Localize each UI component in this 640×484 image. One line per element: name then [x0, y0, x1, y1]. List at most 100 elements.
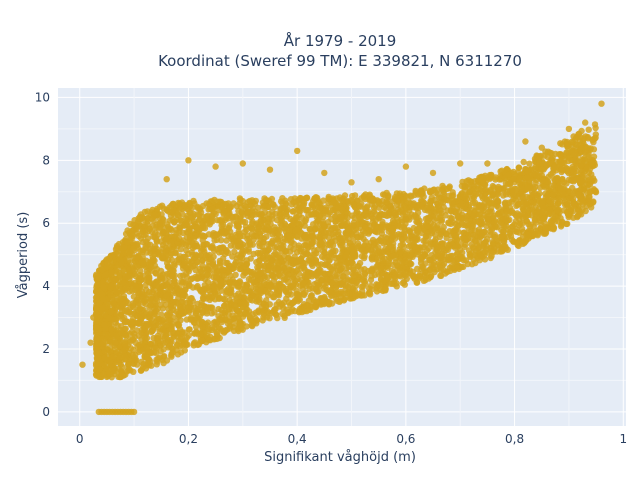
data-point: [125, 361, 131, 367]
data-point: [376, 200, 382, 206]
data-point: [238, 252, 244, 258]
data-point: [271, 308, 277, 314]
data-point: [136, 319, 142, 325]
data-point: [520, 206, 526, 212]
data-point: [199, 337, 205, 343]
data-point: [507, 228, 513, 234]
data-point: [122, 287, 128, 293]
data-point: [349, 245, 355, 251]
data-point: [555, 207, 561, 213]
data-point: [325, 262, 331, 268]
data-point: [437, 245, 443, 251]
data-point: [149, 296, 155, 302]
data-point: [174, 342, 180, 348]
data-point: [274, 244, 280, 250]
data-point: [135, 307, 141, 313]
data-point: [501, 239, 507, 245]
data-point: [421, 194, 427, 200]
data-point: [519, 226, 525, 232]
data-point: [269, 231, 275, 237]
data-point: [226, 279, 232, 285]
data-point: [472, 260, 478, 266]
data-point: [546, 160, 552, 166]
data-point: [152, 251, 158, 257]
data-point: [141, 232, 147, 238]
data-point: [280, 242, 286, 248]
data-point: [223, 316, 229, 322]
data-point: [465, 225, 471, 231]
data-point: [168, 352, 174, 358]
data-point: [361, 274, 367, 280]
data-point: [426, 275, 432, 281]
data-point: [122, 332, 128, 338]
data-point: [541, 152, 547, 158]
data-point: [495, 197, 501, 203]
data-point: [260, 301, 266, 307]
data-point: [166, 342, 172, 348]
data-point: [260, 204, 266, 210]
data-point: [456, 266, 462, 272]
data-point: [352, 293, 358, 299]
data-point: [325, 277, 331, 283]
data-point: [185, 280, 191, 286]
data-point: [458, 203, 464, 209]
data-point: [370, 219, 376, 225]
data-point: [322, 250, 328, 256]
data-point: [152, 211, 158, 217]
data-point: [397, 249, 403, 255]
data-point: [359, 288, 365, 294]
data-point: [130, 233, 136, 239]
data-point: [198, 268, 204, 274]
data-point: [262, 274, 268, 280]
data-point: [110, 300, 116, 306]
data-point: [430, 265, 436, 271]
data-point: [200, 203, 206, 209]
data-point: [231, 320, 237, 326]
data-point: [223, 260, 229, 266]
data-point: [247, 288, 253, 294]
data-point: [108, 283, 114, 289]
data-point: [309, 204, 315, 210]
data-point: [418, 260, 424, 266]
data-point: [209, 212, 215, 218]
data-point: [366, 193, 372, 199]
data-point: [280, 205, 286, 211]
data-point: [251, 251, 257, 257]
data-point: [217, 260, 223, 266]
data-point: [247, 241, 253, 247]
data-point: [449, 199, 455, 205]
data-point: [371, 205, 377, 211]
data-point: [410, 238, 416, 244]
data-point: [447, 265, 453, 271]
data-point: [492, 174, 498, 180]
data-point: [209, 294, 215, 300]
data-point: [546, 211, 552, 217]
data-point: [326, 194, 332, 200]
data-point: [401, 279, 407, 285]
data-point: [213, 275, 219, 281]
data-point: [364, 203, 370, 209]
data-point: [219, 266, 225, 272]
data-point: [197, 331, 203, 337]
data-point: [210, 206, 216, 212]
data-point: [301, 292, 307, 298]
data-point: [587, 189, 593, 195]
data-point: [592, 188, 598, 194]
data-point: [219, 218, 225, 224]
data-point: [180, 254, 186, 260]
data-point: [249, 272, 255, 278]
data-point: [439, 218, 445, 224]
data-point: [170, 303, 176, 309]
data-point: [448, 239, 454, 245]
data-point: [592, 121, 598, 127]
data-point: [585, 135, 591, 141]
data-point: [232, 232, 238, 238]
data-point: [234, 203, 240, 209]
data-point: [169, 257, 175, 263]
data-point: [424, 223, 430, 229]
data-point: [246, 198, 252, 204]
data-point: [282, 198, 288, 204]
data-point: [177, 273, 183, 279]
data-point: [147, 311, 153, 317]
data-point: [188, 295, 194, 301]
